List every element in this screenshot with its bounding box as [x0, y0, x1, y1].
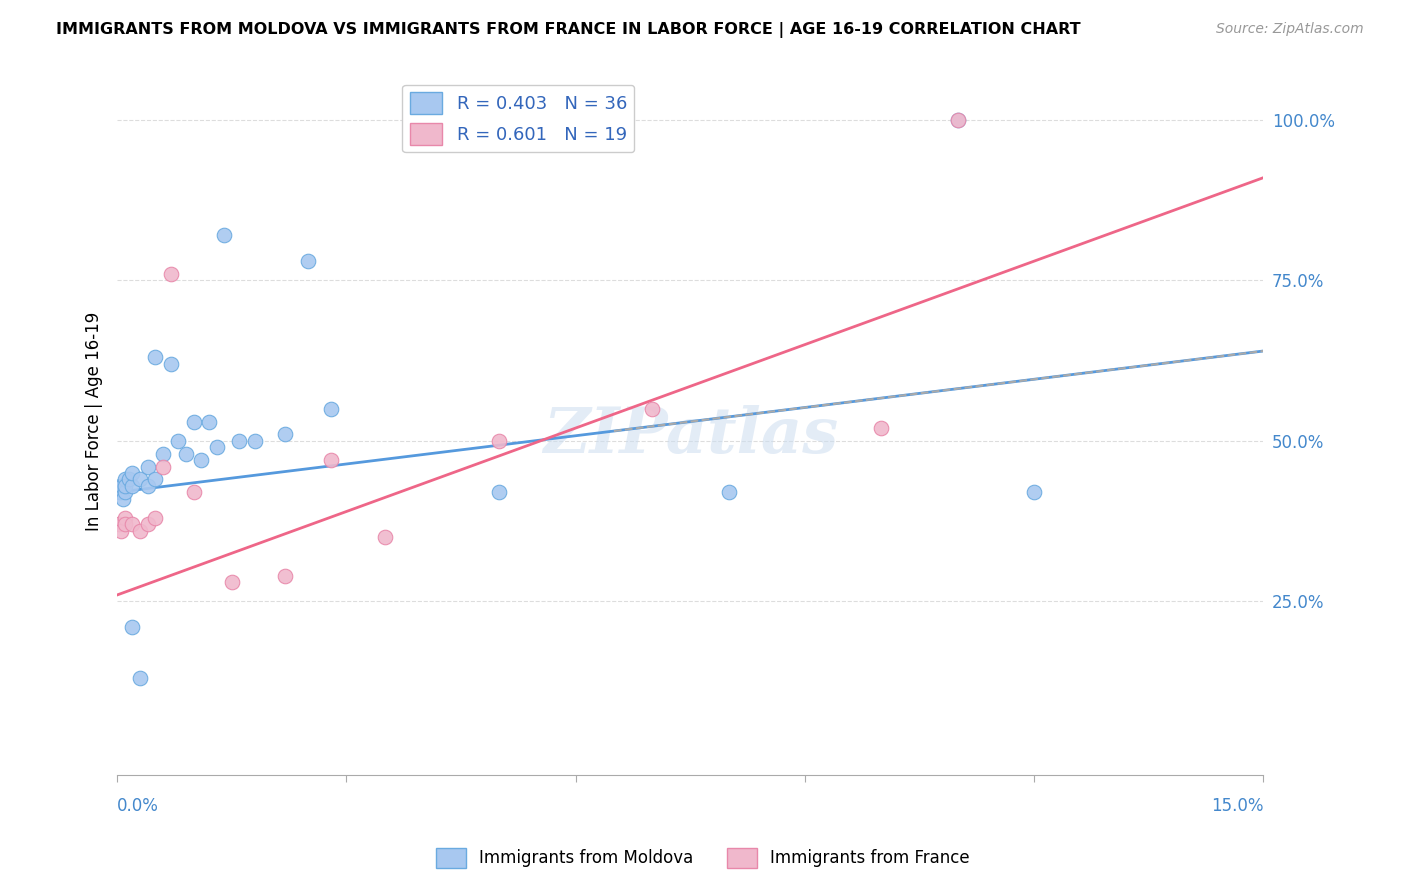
Point: [112, 491, 135, 506]
Legend: Immigrants from Moldova, Immigrants from France: Immigrants from Moldova, Immigrants from…: [429, 841, 977, 875]
Point: [110, 479, 132, 493]
Point: [114, 479, 136, 493]
Point: [946, 112, 969, 127]
Point: [274, 568, 297, 582]
Point: [114, 517, 136, 532]
Point: [1024, 485, 1046, 500]
Text: 0.0%: 0.0%: [117, 797, 159, 815]
Point: [136, 517, 159, 532]
Point: [145, 472, 167, 486]
Point: [129, 672, 152, 686]
Point: [641, 401, 664, 416]
Point: [121, 466, 143, 480]
Point: [243, 434, 266, 448]
Point: [228, 434, 250, 448]
Point: [870, 421, 893, 435]
Point: [121, 517, 143, 532]
Point: [274, 427, 297, 442]
Point: [321, 453, 343, 467]
Legend: R = 0.403   N = 36, R = 0.601   N = 19: R = 0.403 N = 36, R = 0.601 N = 19: [402, 85, 634, 153]
Point: [145, 511, 167, 525]
Point: [190, 453, 212, 467]
Y-axis label: In Labor Force | Age 16-19: In Labor Force | Age 16-19: [86, 312, 103, 532]
Point: [205, 440, 228, 454]
Point: [488, 434, 510, 448]
Point: [717, 485, 740, 500]
Point: [321, 401, 343, 416]
Point: [152, 447, 174, 461]
Point: [114, 472, 136, 486]
Point: [108, 517, 131, 532]
Point: [111, 479, 134, 493]
Point: [114, 485, 136, 500]
Point: [114, 511, 136, 525]
Point: [198, 415, 221, 429]
Point: [136, 479, 159, 493]
Point: [110, 485, 132, 500]
Point: [145, 351, 167, 365]
Point: [136, 459, 159, 474]
Point: [129, 524, 152, 538]
Point: [121, 620, 143, 634]
Text: Source: ZipAtlas.com: Source: ZipAtlas.com: [1216, 22, 1364, 37]
Point: [159, 357, 181, 371]
Point: [183, 485, 205, 500]
Point: [183, 415, 205, 429]
Point: [221, 575, 243, 590]
Text: ZIPatlas: ZIPatlas: [543, 405, 838, 467]
Point: [174, 447, 197, 461]
Point: [374, 530, 396, 544]
Point: [159, 267, 181, 281]
Point: [121, 479, 143, 493]
Point: [488, 485, 510, 500]
Point: [297, 254, 319, 268]
Point: [129, 472, 152, 486]
Point: [107, 485, 129, 500]
Text: IMMIGRANTS FROM MOLDOVA VS IMMIGRANTS FROM FRANCE IN LABOR FORCE | AGE 16-19 COR: IMMIGRANTS FROM MOLDOVA VS IMMIGRANTS FR…: [56, 22, 1081, 38]
Point: [152, 459, 174, 474]
Point: [212, 228, 235, 243]
Point: [167, 434, 190, 448]
Text: 15.0%: 15.0%: [1211, 797, 1264, 815]
Point: [110, 524, 132, 538]
Point: [946, 112, 969, 127]
Point: [118, 472, 141, 486]
